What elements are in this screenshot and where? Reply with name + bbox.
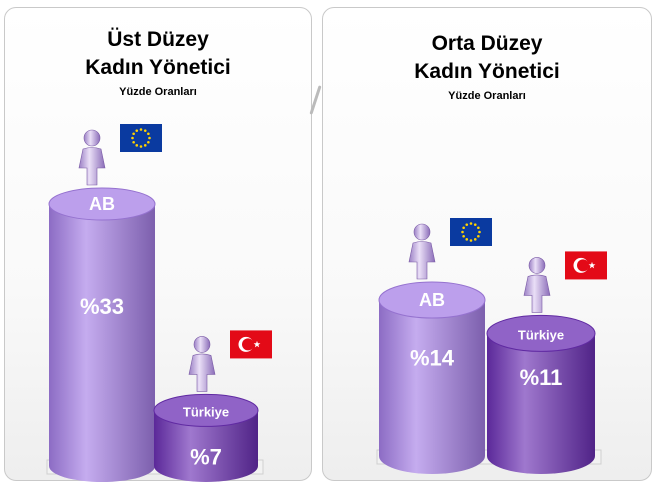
value-label: %14 [410,346,455,371]
eu-flag-icon [120,124,162,152]
chart-title-line-1: Üst Düzey [107,28,209,51]
bar-top-cap [48,187,156,221]
value-label: %7 [190,444,222,469]
eu-flag-icon [450,218,492,246]
category-label: Türkiye [518,327,564,342]
chart-panel-ust-duzey: Üst Düzey Kadın Yönetici Yüzde Oranları … [4,7,312,482]
person-icon [408,223,436,280]
chart-svg: AB %14 Türkiye %11 [376,218,607,474]
chart-title-line-2: Kadın Yönetici [85,56,231,79]
bar-body [154,410,258,482]
chart-title-line-1: Orta Düzey [431,32,543,55]
value-label: %11 [520,365,563,390]
category-label: AB [419,290,445,310]
chart-subtitle: Yüzde Oranları [448,90,526,102]
bar-ab: AB %14 [378,281,486,474]
chart-svg: AB %33 Türkiye %7 [46,124,272,482]
chart-panel-orta-duzey: Orta Düzey Kadın Yönetici Yüzde Oranları… [322,7,652,481]
bar-body [487,333,595,474]
person-icon [188,336,216,392]
chart-subtitle: Yüzde Oranları [119,86,197,98]
bar-body [379,300,485,474]
bar-ab: AB %33 [48,187,156,482]
turkey-flag-icon [565,251,607,280]
chart-title-line-2: Kadın Yönetici [414,60,560,83]
bar-top-cap [153,393,259,427]
person-icon [523,257,551,313]
category-label: AB [89,194,115,214]
person-icon [78,129,106,186]
bar-top-cap [486,314,596,352]
value-label: %33 [80,294,124,319]
bar-body [49,204,155,482]
bar-turkiye: Türkiye %11 [486,314,596,474]
bar-turkiye: Türkiye %7 [153,393,259,482]
category-label: Türkiye [183,404,229,419]
bar-top-cap [378,281,486,319]
turkey-flag-icon [230,330,272,359]
